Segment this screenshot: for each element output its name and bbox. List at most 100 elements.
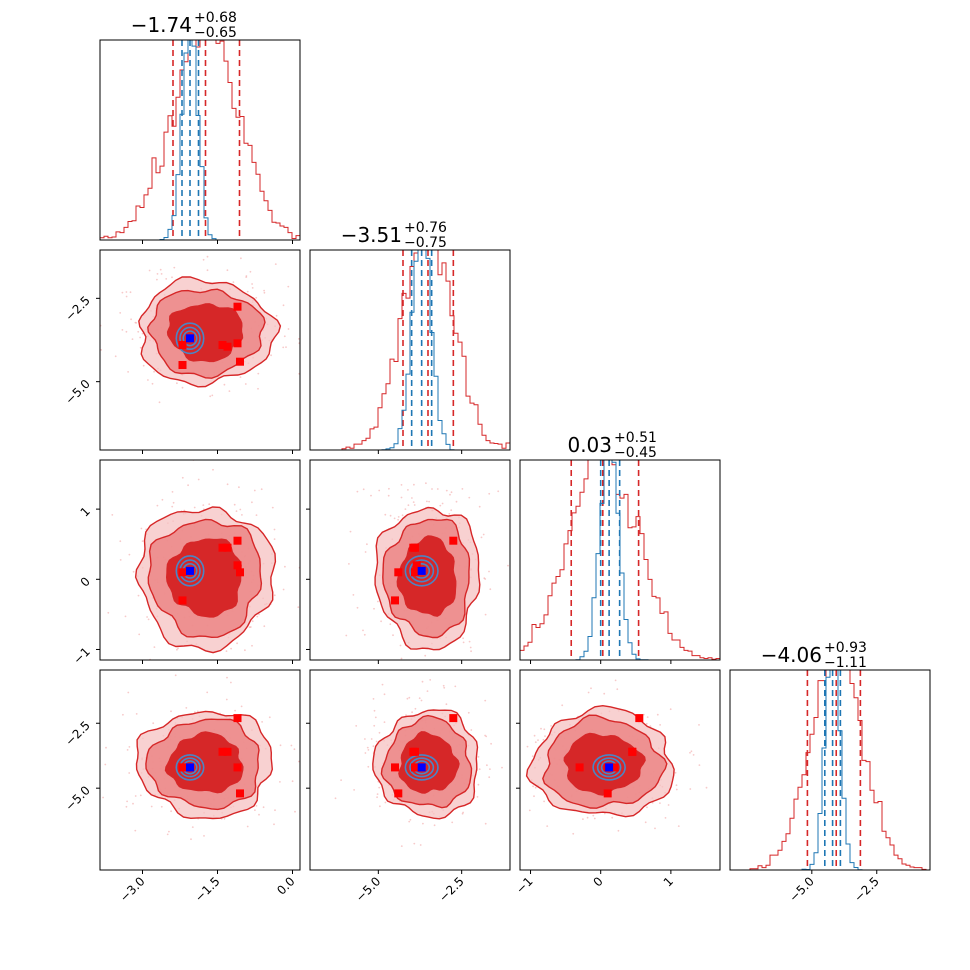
sample-point [323,823,325,825]
sample-point [406,697,409,700]
sample-point [617,829,620,832]
sample-point [251,620,254,623]
sample-point [362,488,365,491]
y-tick-label: 1 [78,504,93,519]
sample-point [489,588,492,591]
blue-marker [186,763,194,772]
sample-point [282,304,285,307]
sample-point [400,484,403,486]
sample-point [168,830,170,833]
sample-point [126,749,129,751]
sample-point [383,693,386,696]
sample-point [381,683,384,686]
sample-point [237,661,239,663]
blue-marker [186,334,194,343]
panel-title-median-3: −4.06 [761,643,822,667]
sample-point [484,734,486,737]
sample-point [176,382,178,385]
sample-point [442,684,445,687]
sample-point [258,813,260,816]
sample-point [147,379,149,381]
sample-point [379,805,381,808]
sample-point [230,681,232,684]
red-marker-6 [223,342,232,351]
sample-point [364,738,366,740]
red-marker-5 [178,763,187,772]
sample-point [244,649,246,652]
sample-point [644,821,647,824]
sample-point [462,637,464,640]
sample-point [262,806,265,809]
sample-point [356,490,359,493]
sample-point [279,744,282,747]
sample-point [461,812,464,815]
red-marker-0 [233,536,242,545]
blue-contour-0 [404,754,439,781]
sample-point [451,821,454,824]
sample-point [293,748,296,751]
sample-point [187,484,190,487]
panel-frame-1-1 [309,249,511,451]
sample-point [497,490,500,493]
x-tick-label: −1.5 [192,874,223,905]
blue-contour-2 [182,330,198,347]
blue-contour-1 [179,326,201,351]
sample-point [388,487,390,490]
sample-point [480,536,483,539]
x-tick-label: −5.0 [353,874,384,905]
sample-point [542,738,545,741]
sample-point [418,697,421,700]
sample-point [414,707,417,710]
sample-point [283,335,286,338]
sample-point [614,679,617,682]
sample-point [125,805,128,808]
sample-point [255,805,258,807]
sample-point [139,346,142,349]
red-marker-4 [236,568,244,577]
sample-point [533,795,535,798]
sample-point [233,503,236,506]
sample-point [257,387,259,390]
sample-point [105,746,107,749]
sample-point [121,329,124,331]
scatter-panel-2-0 [107,460,300,663]
blue-marker [605,763,614,772]
sample-point [297,606,300,609]
sample-point [690,750,693,753]
sample-point [461,488,464,490]
sample-point [134,795,137,797]
sample-point [130,318,133,321]
sample-point [364,752,367,754]
sample-point [533,734,536,737]
sample-point [254,809,256,811]
sample-point [488,492,491,495]
sample-point [141,332,144,335]
blue-contour-0 [592,754,626,781]
sample-point [96,382,98,384]
red-marker-6 [409,747,418,756]
sample-point [193,506,196,509]
sample-point [312,333,314,335]
hist-panel-2 [520,460,720,660]
sample-point [250,247,252,249]
sample-point [176,648,178,651]
panel-frame-2-0 [99,459,301,661]
sample-point [362,629,364,632]
sample-point [174,674,177,677]
red-marker-2 [233,339,242,348]
sample-point [345,321,347,323]
sample-point [132,570,135,573]
sample-point [424,681,426,683]
sample-point [251,501,253,504]
sample-point [279,781,281,783]
sample-point [603,692,606,695]
panel-title-upper-2: +0.51 [614,430,657,446]
sample-point [125,291,128,293]
sample-point [142,364,145,367]
sample-point [405,714,407,717]
sample-point [165,278,168,280]
red-marker-5 [178,361,187,369]
sample-point [426,690,429,692]
sample-point [454,685,457,688]
red-marker-3 [411,568,419,577]
